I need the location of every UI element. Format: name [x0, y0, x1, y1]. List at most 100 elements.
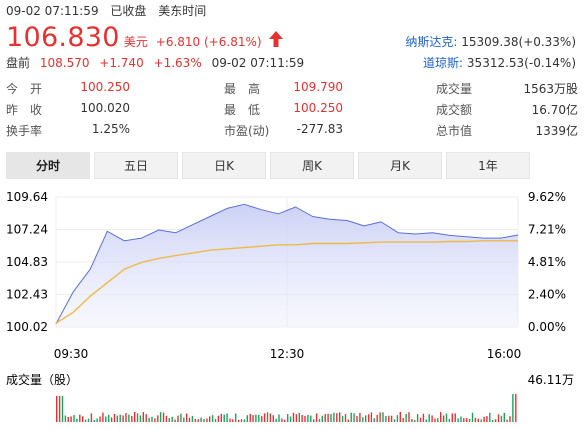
- stat-turnover: 成交额 16.70亿: [351, 101, 578, 118]
- volume-bar: [200, 417, 202, 422]
- volume-bar: [183, 417, 185, 422]
- y-axis-left: 109.64 107.24 104.83 102.43 100.02: [6, 190, 48, 334]
- volume-bar: [180, 413, 182, 422]
- volume-bar: [298, 412, 300, 422]
- tab-five-day[interactable]: 五日: [94, 152, 178, 179]
- volume-bar: [370, 412, 373, 422]
- volume-bar: [162, 412, 165, 422]
- premarket-label: 盘前: [6, 56, 31, 70]
- volume-bar: [315, 413, 318, 422]
- stat-high: 最 高 109.790: [138, 80, 351, 97]
- stat-value: 109.790: [293, 80, 343, 94]
- volume-bar: [483, 416, 485, 422]
- volume-bar: [428, 414, 430, 422]
- tab-weekly-k[interactable]: 周K: [270, 152, 354, 179]
- volume-bar: [509, 416, 511, 422]
- volume-bar: [136, 413, 139, 422]
- tab-monthly-k[interactable]: 月K: [358, 152, 442, 179]
- premarket-time: 09-02 07:11:59: [211, 56, 305, 70]
- stat-value: 1563万股: [523, 82, 578, 96]
- volume-bar: [188, 417, 191, 422]
- volume-bar: [237, 419, 240, 422]
- tab-daily-k[interactable]: 日K: [182, 152, 266, 179]
- volume-bar: [347, 419, 349, 422]
- stat-label: 昨 收: [6, 103, 43, 117]
- volume-bar: [148, 417, 150, 422]
- volume-bar: [151, 416, 153, 422]
- tab-one-year[interactable]: 1年: [446, 152, 530, 179]
- volume-bar: [119, 414, 121, 422]
- volume-bar: [327, 413, 329, 422]
- premarket-change: +1.740: [99, 56, 144, 70]
- volume-bar: [240, 419, 243, 422]
- volume-bar: [93, 420, 95, 422]
- volume-bar: [214, 419, 217, 422]
- volume-bar: [90, 413, 93, 422]
- volume-bar: [367, 414, 370, 422]
- volume-bar: [128, 414, 130, 422]
- volume-bar: [289, 416, 292, 422]
- volume-bar: [339, 412, 341, 422]
- volume-bar: [379, 412, 381, 422]
- index-dow[interactable]: 道琼斯: 35312.53(-0.14%): [423, 54, 576, 71]
- price-change: +6.810 (+6.81%): [155, 35, 262, 49]
- quote-meta: 09-02 07:11:59 已收盘 美东时间: [6, 2, 214, 19]
- volume-bar: [281, 418, 283, 422]
- volume-bar: [125, 413, 127, 422]
- volume-bar: [61, 396, 64, 422]
- price-area-fill: [56, 204, 518, 327]
- volume-bar: [168, 418, 170, 422]
- volume-bar: [440, 412, 442, 422]
- stat-label: 最 高: [224, 82, 261, 96]
- intraday-chart[interactable]: 109.64 107.24 104.83 102.43 100.02 9.62% 7.21…: [0, 182, 584, 429]
- volume-bar: [102, 412, 104, 422]
- stat-label: 换手率: [6, 124, 43, 138]
- volume-bar: [252, 415, 254, 422]
- volume-bar: [206, 418, 208, 422]
- volume-bar: [58, 396, 61, 422]
- volume-bar: [500, 415, 503, 422]
- average-line: [55, 240, 518, 324]
- volume-bar: [185, 413, 188, 422]
- volume-bar: [350, 412, 352, 422]
- stat-label: 成交量: [436, 82, 473, 96]
- volume-bar: [99, 416, 101, 422]
- volume-bar: [402, 417, 404, 422]
- volume-bar: [287, 414, 289, 422]
- volume-bar: [269, 413, 272, 422]
- x-tick-label: 12:30: [270, 347, 305, 361]
- stat-label: 成交额: [436, 103, 473, 117]
- volume-bar: [301, 415, 303, 422]
- volume-bar: [419, 417, 422, 422]
- volume-bar: [122, 415, 124, 422]
- volume-bar: [336, 413, 338, 422]
- volume-bar: [266, 412, 269, 422]
- index-nasdaq[interactable]: 纳斯达克: 15309.38(+0.33%): [405, 33, 576, 50]
- chart-period-tabs: 分时 五日 日K 周K 月K 1年: [6, 152, 530, 179]
- volume-bar: [174, 419, 176, 422]
- price-area: [56, 204, 518, 327]
- volume-bar: [416, 414, 419, 422]
- stat-value: 100.250: [293, 101, 343, 115]
- premarket-pct: +1.63%: [153, 56, 202, 70]
- stat-pe: 市盈(动) -277.83: [138, 122, 351, 139]
- volume-bar: [142, 412, 144, 422]
- volume-bar: [431, 415, 433, 422]
- stats-row: 昨 收 100.020 最 低 100.250 成交额 16.70亿: [6, 99, 578, 120]
- volume-bar: [471, 412, 474, 422]
- volume-bar: [304, 415, 306, 422]
- volume-bar: [249, 413, 251, 422]
- index-name[interactable]: 纳斯达克:: [405, 35, 458, 49]
- tab-intraday[interactable]: 分时: [6, 152, 90, 179]
- volume-bars: [56, 394, 517, 422]
- y-tick-label: 7.21%: [528, 223, 566, 237]
- currency-label: 美元: [123, 35, 148, 49]
- y-tick-label: 4.81%: [528, 255, 566, 269]
- volume-bar: [425, 419, 427, 422]
- volume-bar: [454, 413, 456, 422]
- volume-bar: [356, 416, 358, 422]
- index-name[interactable]: 道琼斯:: [423, 56, 464, 70]
- chart-lines: [55, 203, 519, 325]
- y-tick-label: 109.64: [6, 190, 48, 204]
- volume-bar: [223, 414, 225, 422]
